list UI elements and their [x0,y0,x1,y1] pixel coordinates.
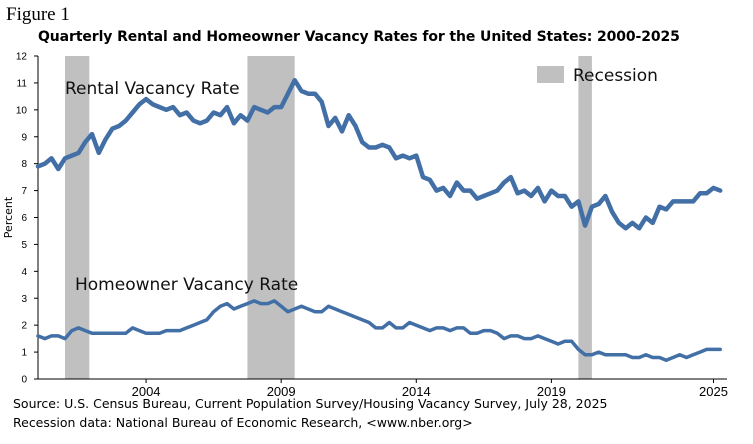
x-tick-label: 2009 [267,384,296,399]
series-lines [35,77,723,362]
y-tick-label: 11 [17,78,28,89]
y-tick-label: 1 [21,348,27,359]
y-tick-label: 0 [21,375,27,386]
x-tick-label: 2014 [402,384,431,399]
y-tick-label: 5 [21,240,27,251]
labels: Rental Vacancy Rate Homeowner Vacancy Rat… [65,66,658,295]
series-line-homeowner [36,299,722,362]
series-label-homeowner: Homeowner Vacancy Rate [75,275,298,295]
y-tick-label: 10 [16,105,28,116]
y-tick-label: 7 [21,186,27,197]
chart-title: Quarterly Rental and Homeowner Vacancy R… [38,29,680,45]
recession-source-note: Recession data: National Bureau of Econo… [13,415,473,430]
y-axis-label: Percent [2,196,15,238]
y-tick-label: 4 [21,267,27,278]
series-label-rental: Rental Vacancy Rate [65,79,240,99]
y-tick-label: 8 [21,159,27,170]
x-tick-label: 2025 [699,384,728,399]
figure-label: Figure 1 [6,4,70,25]
y-tick-label: 3 [21,294,27,305]
y-tick-label: 9 [21,132,27,143]
x-tick-label: 2004 [132,384,161,399]
y-tick-label: 12 [16,52,28,63]
x-tick-label: 2019 [537,384,566,399]
recession-band-1 [65,56,90,379]
source-note: Source: U.S. Census Bureau, Current Popu… [13,396,608,411]
y-tick-label: 2 [21,321,27,332]
series-line-rental [35,77,723,231]
legend-swatch [537,66,564,83]
y-tick-label: 6 [21,213,27,224]
recession-band-2 [247,56,295,379]
legend-label: Recession [573,66,658,86]
